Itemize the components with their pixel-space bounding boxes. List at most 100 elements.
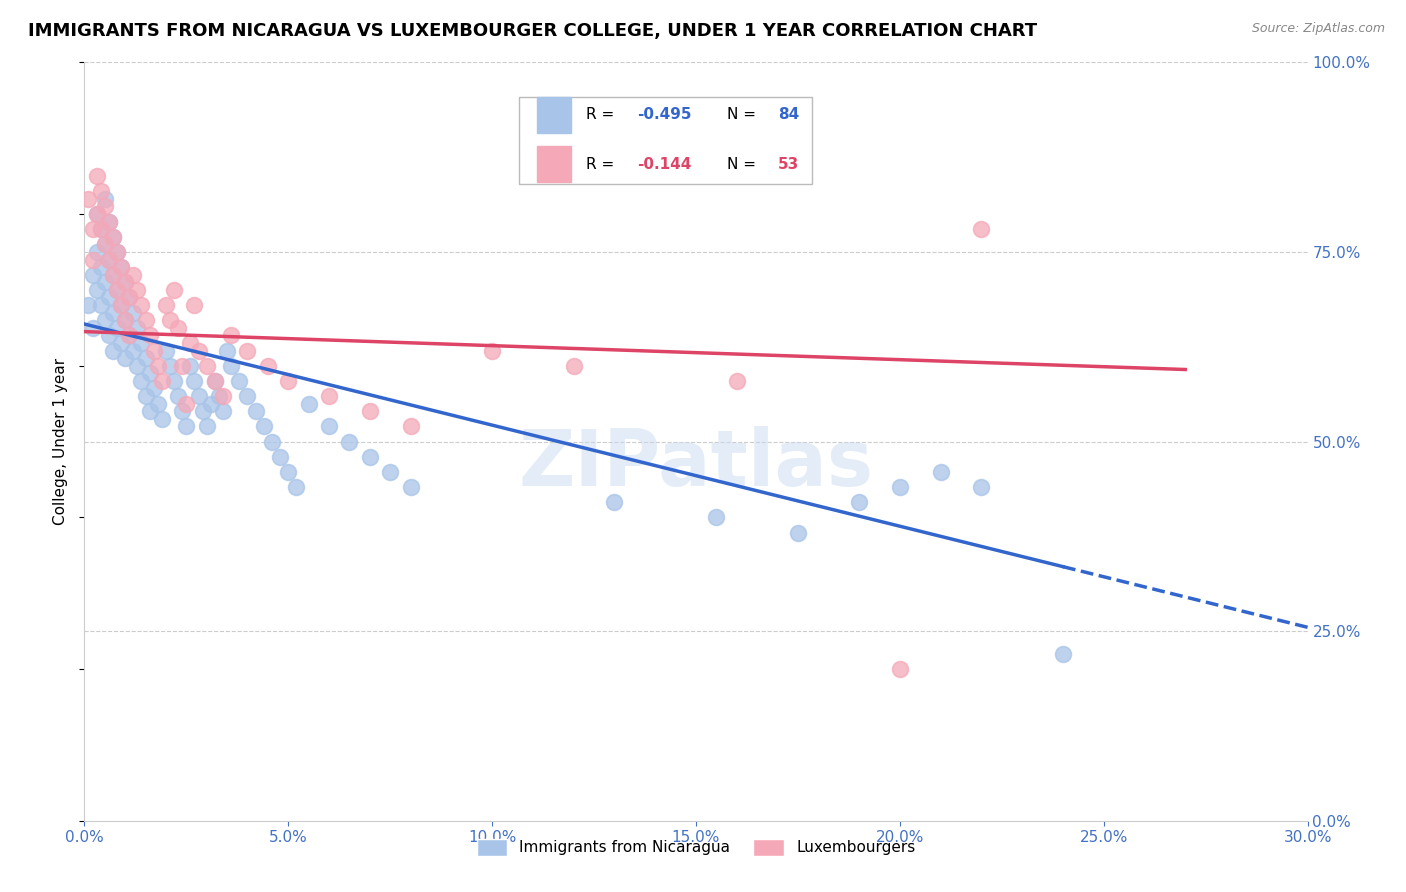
- Point: [159, 359, 181, 373]
- Point: [138, 328, 160, 343]
- Point: [131, 374, 153, 388]
- Text: N =: N =: [727, 157, 761, 171]
- Point: [101, 343, 124, 358]
- Point: [217, 343, 239, 358]
- Point: [93, 275, 115, 289]
- Point: [706, 510, 728, 524]
- Point: [146, 396, 169, 410]
- Point: [138, 404, 160, 418]
- Point: [97, 291, 120, 305]
- Point: [260, 434, 283, 449]
- Text: IMMIGRANTS FROM NICARAGUA VS LUXEMBOURGER COLLEGE, UNDER 1 YEAR CORRELATION CHAR: IMMIGRANTS FROM NICARAGUA VS LUXEMBOURGE…: [28, 22, 1038, 40]
- Point: [86, 207, 108, 221]
- Point: [970, 480, 993, 494]
- Point: [105, 283, 128, 297]
- Point: [298, 396, 321, 410]
- Point: [90, 260, 112, 275]
- Point: [253, 419, 276, 434]
- Point: [187, 389, 209, 403]
- Point: [399, 419, 422, 434]
- Point: [257, 359, 280, 373]
- Point: [82, 222, 104, 236]
- Text: ZIPatlas: ZIPatlas: [519, 426, 873, 502]
- Point: [131, 335, 153, 350]
- Point: [93, 237, 115, 252]
- Point: [110, 298, 132, 312]
- Point: [86, 169, 108, 184]
- Point: [135, 389, 157, 403]
- Point: [929, 465, 952, 479]
- Point: [285, 480, 308, 494]
- Point: [77, 192, 100, 206]
- Point: [86, 283, 108, 297]
- Point: [179, 359, 201, 373]
- Point: [236, 389, 259, 403]
- Point: [114, 313, 136, 327]
- Point: [163, 374, 186, 388]
- Point: [245, 404, 267, 418]
- Text: 53: 53: [778, 157, 799, 171]
- Point: [131, 298, 153, 312]
- Point: [228, 374, 250, 388]
- Point: [380, 465, 402, 479]
- Point: [195, 419, 218, 434]
- Point: [399, 480, 422, 494]
- Point: [93, 313, 115, 327]
- Point: [86, 244, 108, 259]
- Point: [172, 404, 194, 418]
- Point: [101, 268, 124, 282]
- Point: [82, 252, 104, 267]
- Point: [114, 275, 136, 289]
- Point: [562, 359, 585, 373]
- Point: [200, 396, 222, 410]
- Y-axis label: College, Under 1 year: College, Under 1 year: [53, 358, 69, 525]
- Point: [787, 525, 810, 540]
- Point: [318, 419, 340, 434]
- Point: [93, 199, 115, 213]
- Point: [195, 359, 218, 373]
- Text: Source: ZipAtlas.com: Source: ZipAtlas.com: [1251, 22, 1385, 36]
- Point: [167, 320, 190, 334]
- Point: [110, 335, 132, 350]
- Point: [97, 328, 120, 343]
- Point: [82, 320, 104, 334]
- Point: [97, 252, 120, 267]
- Point: [77, 298, 100, 312]
- Point: [93, 237, 115, 252]
- Point: [135, 313, 157, 327]
- Legend: Immigrants from Nicaragua, Luxembourgers: Immigrants from Nicaragua, Luxembourgers: [471, 832, 921, 863]
- Point: [204, 374, 226, 388]
- Text: R =: R =: [586, 157, 619, 171]
- Text: -0.495: -0.495: [637, 107, 692, 122]
- Point: [204, 374, 226, 388]
- Point: [90, 222, 112, 236]
- Point: [603, 495, 626, 509]
- Point: [105, 244, 128, 259]
- Point: [179, 335, 201, 350]
- Point: [118, 328, 141, 343]
- Point: [86, 207, 108, 221]
- Point: [110, 260, 132, 275]
- Point: [122, 268, 145, 282]
- Point: [101, 305, 124, 319]
- Point: [97, 252, 120, 267]
- Point: [155, 298, 177, 312]
- Point: [105, 244, 128, 259]
- Point: [110, 298, 132, 312]
- Point: [101, 229, 124, 244]
- Point: [135, 351, 157, 366]
- Point: [142, 382, 165, 396]
- Point: [172, 359, 194, 373]
- Point: [105, 320, 128, 334]
- Text: -0.144: -0.144: [637, 157, 692, 171]
- Point: [481, 343, 503, 358]
- Point: [90, 222, 112, 236]
- Point: [101, 229, 124, 244]
- Point: [167, 389, 190, 403]
- Point: [127, 320, 149, 334]
- Point: [174, 396, 197, 410]
- Point: [183, 374, 205, 388]
- Point: [339, 434, 361, 449]
- Point: [155, 343, 177, 358]
- Point: [159, 313, 181, 327]
